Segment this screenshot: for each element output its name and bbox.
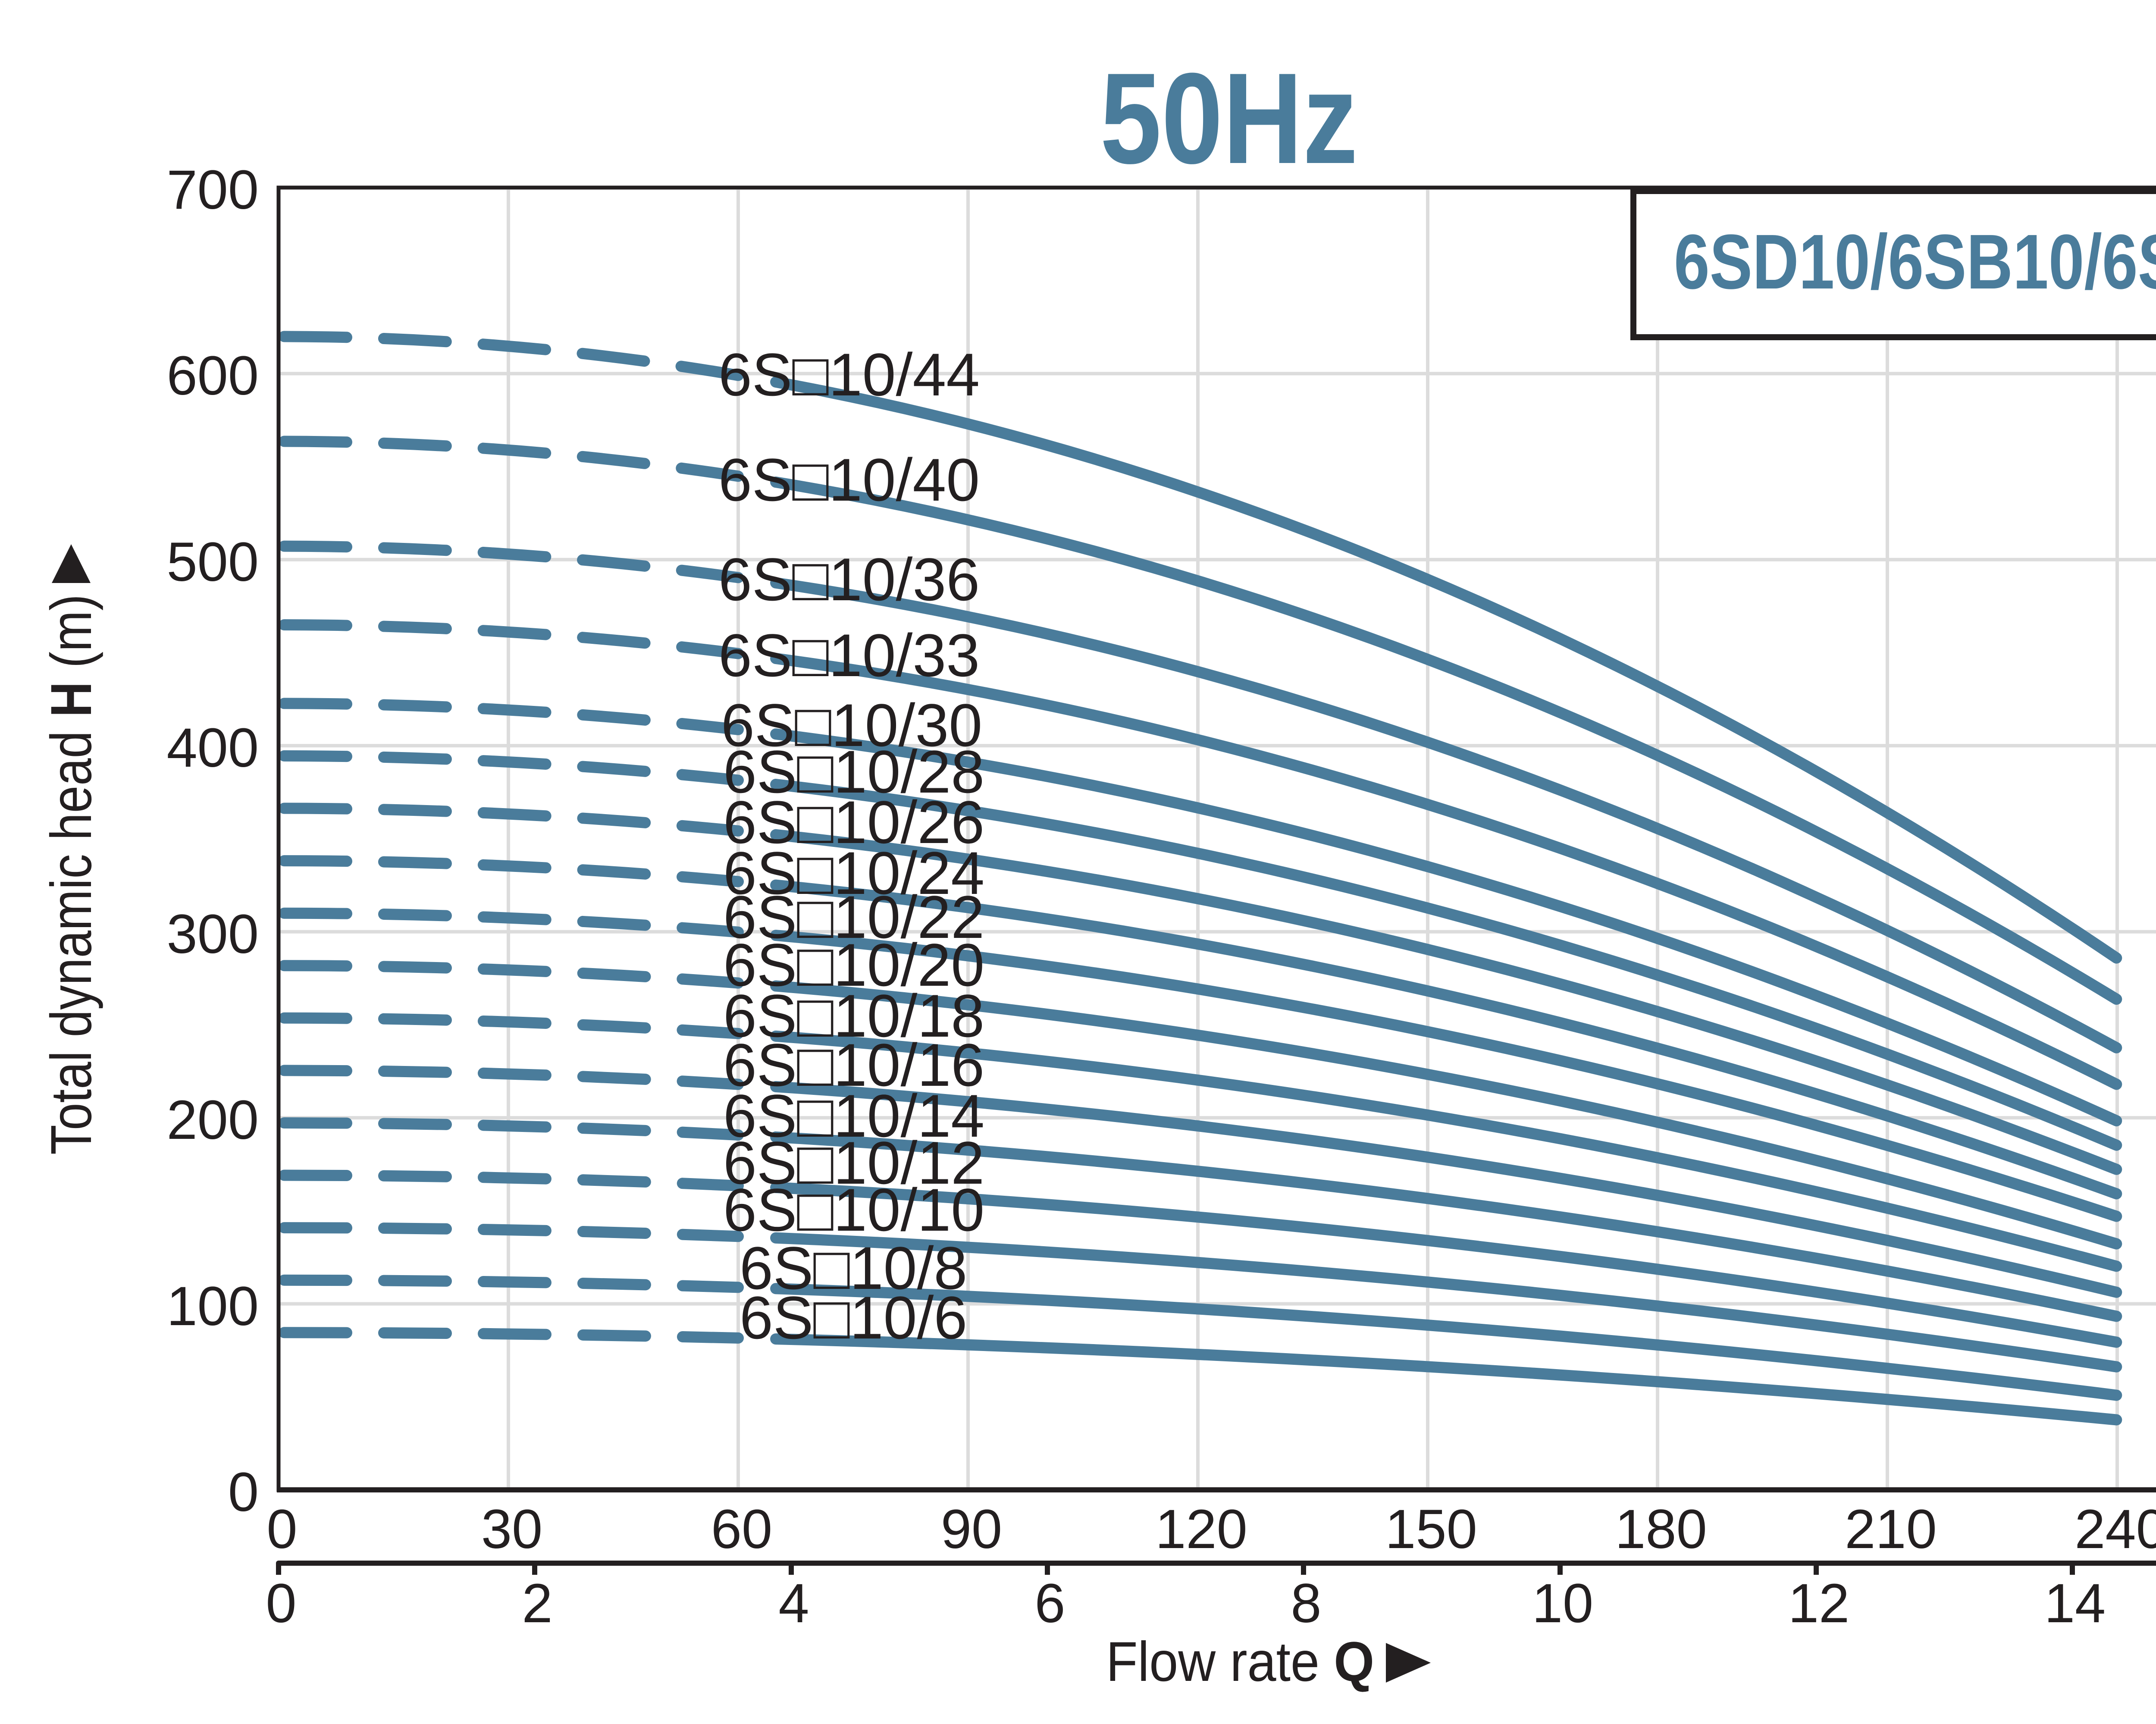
svg-text:150: 150 <box>1385 1498 1477 1560</box>
svg-text:6: 6 <box>1034 1573 1065 1634</box>
svg-text:6S□10/12: 6S□10/12 <box>723 1129 984 1197</box>
svg-text:8: 8 <box>1291 1573 1321 1634</box>
svg-text:Total dynamic head H (m): Total dynamic head H (m) <box>39 594 103 1155</box>
svg-text:6S□10/18: 6S□10/18 <box>723 982 984 1050</box>
svg-text:6S□10/40: 6S□10/40 <box>718 446 980 514</box>
svg-text:6SD10/6SB10/6SC10: 6SD10/6SB10/6SC10 <box>1674 219 2156 305</box>
svg-text:30: 30 <box>481 1498 542 1560</box>
svg-text:6S□10/8: 6S□10/8 <box>740 1234 967 1302</box>
svg-text:12: 12 <box>1788 1573 1849 1634</box>
svg-text:100: 100 <box>166 1276 259 1337</box>
svg-text:6S□10/24: 6S□10/24 <box>723 839 984 907</box>
svg-text:14: 14 <box>2044 1573 2106 1634</box>
svg-text:120: 120 <box>1155 1498 1247 1560</box>
svg-text:200: 200 <box>166 1089 259 1151</box>
svg-text:240: 240 <box>2075 1498 2156 1560</box>
svg-text:210: 210 <box>1845 1498 1937 1560</box>
svg-text:300: 300 <box>166 903 259 965</box>
svg-text:0: 0 <box>266 1498 297 1560</box>
svg-text:6S□10/28: 6S□10/28 <box>723 738 984 806</box>
svg-text:6S□10/20: 6S□10/20 <box>723 931 984 999</box>
svg-text:0: 0 <box>228 1461 259 1523</box>
svg-text:600: 600 <box>166 345 259 407</box>
svg-text:0: 0 <box>266 1573 296 1634</box>
svg-text:6S□10/26: 6S□10/26 <box>723 788 984 856</box>
svg-text:180: 180 <box>1615 1498 1707 1560</box>
svg-text:90: 90 <box>941 1498 1002 1560</box>
svg-text:6S□10/22: 6S□10/22 <box>723 883 984 951</box>
svg-text:6S□10/10: 6S□10/10 <box>723 1176 984 1244</box>
svg-text:6S□10/30: 6S□10/30 <box>721 691 982 759</box>
svg-text:400: 400 <box>166 717 259 779</box>
svg-text:60: 60 <box>711 1498 772 1560</box>
svg-text:10: 10 <box>1532 1573 1593 1634</box>
svg-text:6S□10/44: 6S□10/44 <box>718 341 980 408</box>
svg-text:4: 4 <box>778 1573 809 1634</box>
svg-text:2: 2 <box>522 1573 552 1634</box>
svg-text:50Hz: 50Hz <box>1100 46 1358 191</box>
svg-text:6S□10/16: 6S□10/16 <box>723 1031 984 1099</box>
svg-text:700: 700 <box>166 159 259 221</box>
svg-text:6S□10/6: 6S□10/6 <box>740 1284 967 1351</box>
svg-text:6S□10/33: 6S□10/33 <box>718 621 980 689</box>
svg-text:6S□10/36: 6S□10/36 <box>718 545 980 613</box>
svg-text:Flow rate Q: Flow rate Q <box>1106 1630 1374 1693</box>
svg-text:500: 500 <box>166 531 259 593</box>
svg-text:6S□10/14: 6S□10/14 <box>723 1082 984 1150</box>
